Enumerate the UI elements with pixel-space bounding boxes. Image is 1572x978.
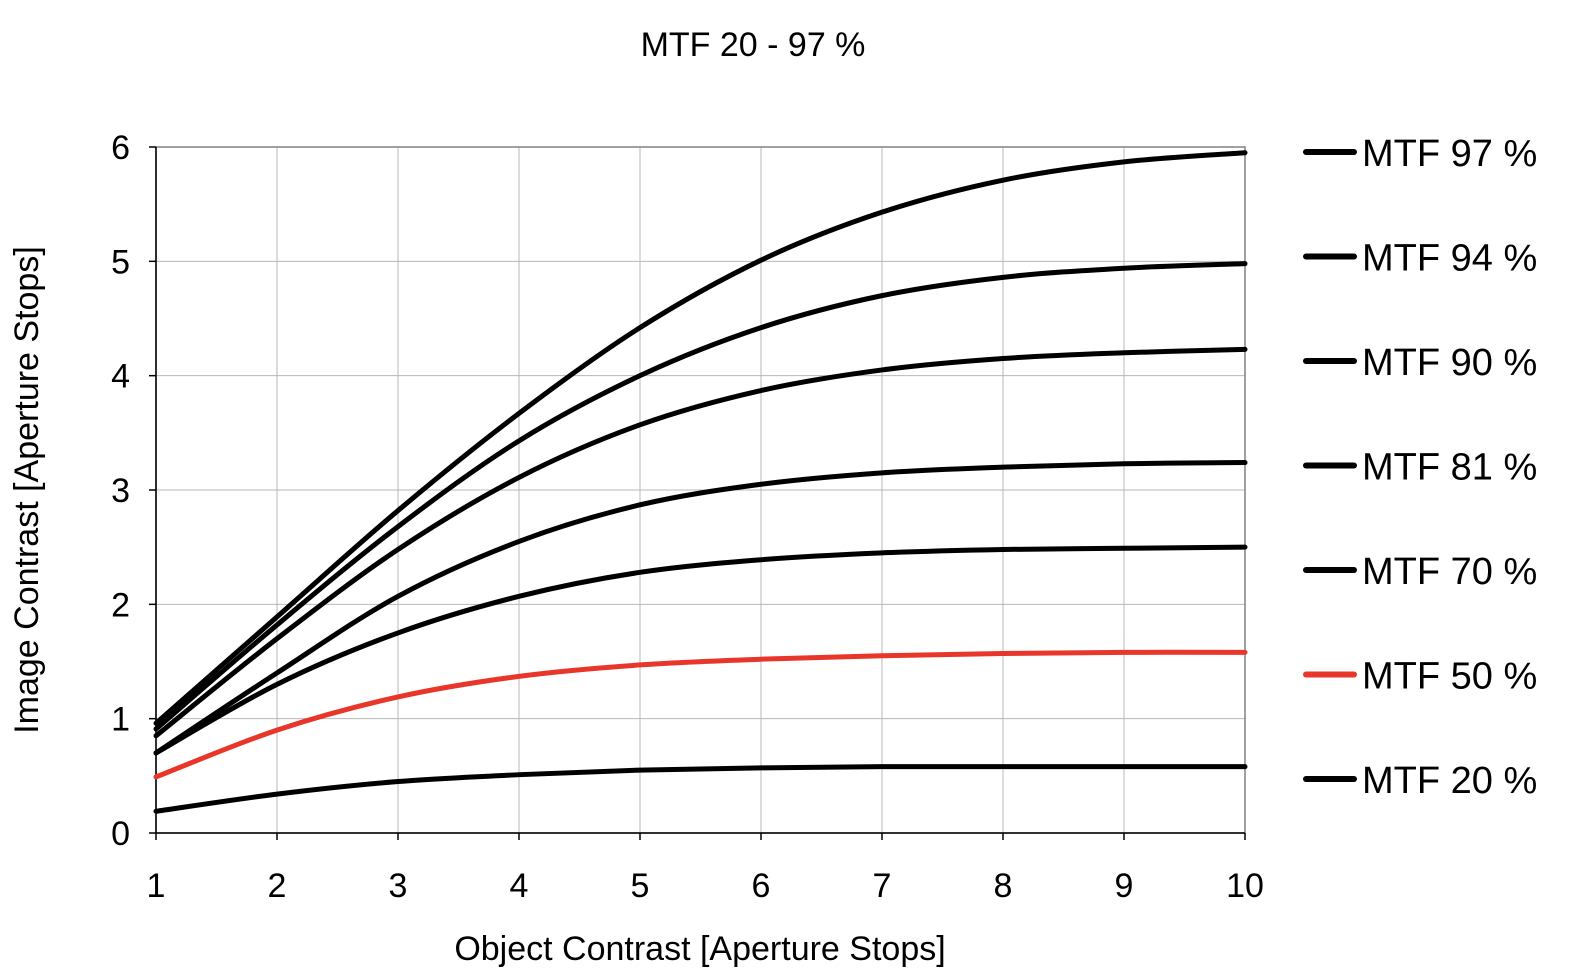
x-tick-label: 6	[752, 867, 771, 905]
series-lines	[153, 150, 1248, 814]
y-axis-label: Image Contrast [Aperture Stops]	[8, 246, 46, 734]
legend-label-mtf-97: MTF 97 %	[1362, 133, 1537, 175]
series-line-mtf-97	[153, 150, 1248, 726]
x-tick-label: 9	[1115, 867, 1134, 905]
chart-title: MTF 20 - 97 %	[641, 26, 866, 64]
x-tick-label: 5	[631, 867, 650, 905]
y-tick-label: 1	[111, 701, 130, 739]
legend-label-mtf-81: MTF 81 %	[1362, 447, 1537, 489]
legend-label-mtf-50: MTF 50 %	[1362, 656, 1537, 698]
x-tick-label: 1	[147, 867, 166, 905]
x-tick-label: 2	[268, 867, 287, 905]
y-tick-label: 6	[111, 129, 130, 167]
y-tick-label: 5	[111, 243, 130, 281]
y-tick-label: 3	[111, 472, 130, 510]
grid	[156, 147, 1245, 833]
x-tick-label: 4	[510, 867, 529, 905]
legend-label-mtf-94: MTF 94 %	[1362, 238, 1537, 280]
x-tick-label: 7	[873, 867, 892, 905]
y-tick-label: 0	[111, 815, 130, 853]
x-tick-label: 10	[1226, 867, 1264, 905]
x-tick-label: 3	[389, 867, 408, 905]
legend-label-mtf-20: MTF 20 %	[1362, 760, 1537, 802]
legend-label-mtf-90: MTF 90 %	[1362, 342, 1537, 384]
legend: MTF 97 % MTF 94 % MTF 90 % MTF 81 % MTF 70 %…	[1303, 133, 1537, 802]
y-tick-label: 4	[111, 358, 130, 396]
series-line-mtf-50	[153, 649, 1248, 780]
series-line-mtf-90	[153, 346, 1248, 739]
series-line-mtf-70	[153, 544, 1248, 756]
y-tick-label: 2	[111, 586, 130, 624]
legend-label-mtf-70: MTF 70 %	[1362, 551, 1537, 593]
x-tick-label: 8	[994, 867, 1013, 905]
x-axis-label: Object Contrast [Aperture Stops]	[454, 930, 945, 968]
series-line-mtf-81	[153, 460, 1248, 756]
series-line-mtf-94	[153, 261, 1248, 732]
series-line-mtf-20	[153, 764, 1248, 814]
